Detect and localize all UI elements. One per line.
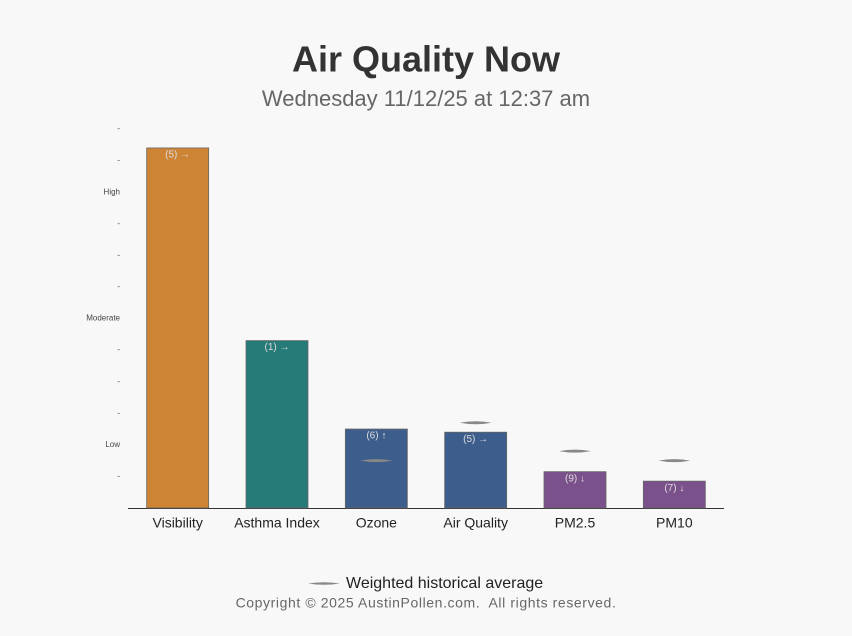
chart-title: Air Quality Now (292, 39, 561, 80)
bar-annotation: (7) ↓ (664, 483, 684, 494)
bar-annotation: (9) ↓ (565, 473, 585, 484)
chart-subtitle: Wednesday 11/12/25 at 12:37 am (262, 86, 590, 111)
bar-annotation: (1) → (265, 342, 290, 353)
historical-average (658, 459, 691, 463)
y-tick-label: Low (105, 440, 120, 449)
x-tick-label: Ozone (356, 515, 397, 531)
bar (642, 480, 706, 509)
x-tick-label: Visibility (153, 515, 203, 531)
y-tick-label: High (104, 187, 120, 196)
y-tick-label: - (117, 408, 120, 417)
y-tick-label: - (117, 345, 120, 354)
x-tick-label: PM2.5 (555, 515, 596, 531)
legend-label: Weighted historical average (346, 575, 543, 592)
x-tick-label: Asthma Index (234, 515, 320, 531)
y-tick-label: - (117, 156, 120, 165)
bar (444, 431, 508, 509)
bar-annotation: (5) → (463, 434, 488, 445)
bar (245, 340, 309, 509)
historical-average (459, 421, 492, 425)
y-tick-label: Moderate (86, 314, 120, 323)
y-tick-label: - (117, 124, 120, 133)
legend-swatch (308, 582, 340, 585)
bar (543, 471, 607, 509)
bar (146, 147, 210, 509)
y-tick-label: - (117, 250, 120, 259)
x-tick-label: PM10 (656, 515, 693, 531)
bar (344, 428, 408, 509)
y-tick-label: - (117, 377, 120, 386)
y-tick-label: - (117, 219, 120, 228)
historical-average (559, 449, 591, 453)
bar-annotation: (5) → (165, 150, 190, 161)
historical-average (360, 459, 393, 463)
copyright: Copyright © 2025 AustinPollen.com. All r… (236, 595, 617, 611)
bar-annotation: (6) ↑ (366, 431, 386, 442)
y-tick-label: - (117, 282, 120, 291)
x-tick-label: Air Quality (443, 515, 508, 531)
y-tick-label: - (117, 472, 120, 481)
